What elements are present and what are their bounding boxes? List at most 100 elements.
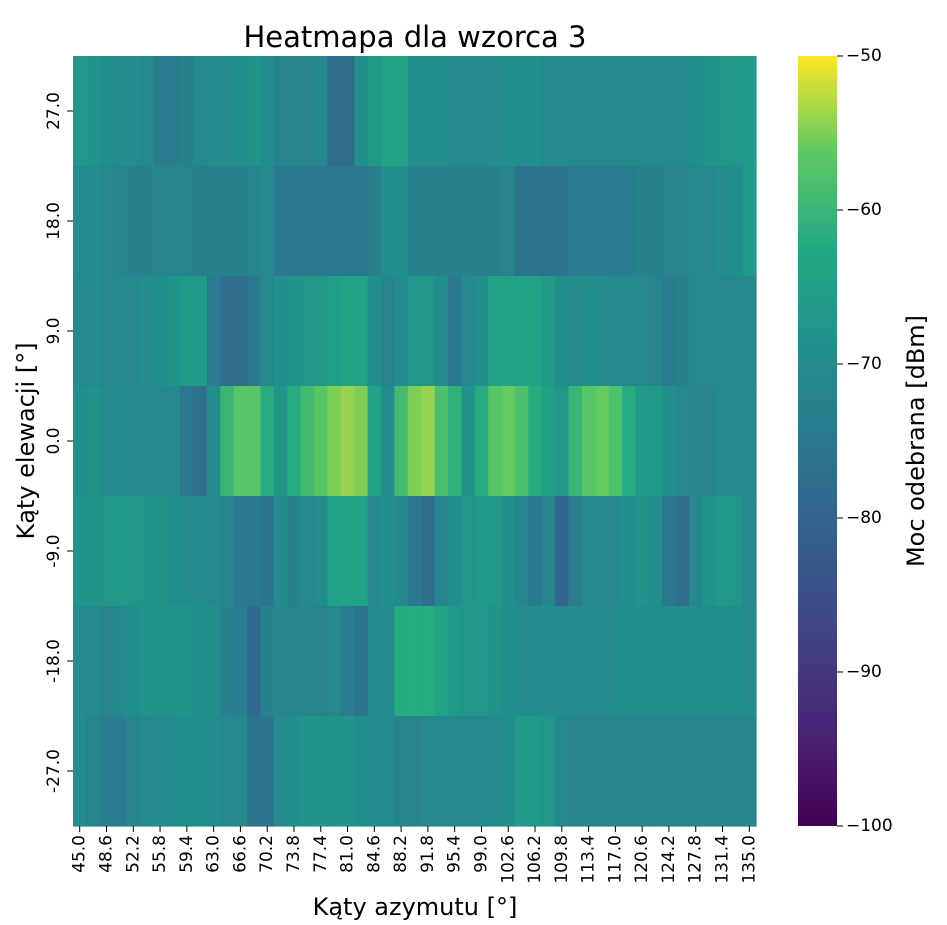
heatmap-cell [742,716,757,827]
heatmap-cell [99,56,114,167]
heatmap-cell [501,56,516,167]
heatmap-cell [501,606,516,717]
heatmap-cell [541,166,556,277]
heatmap-cell [340,56,355,167]
heatmap-cell [474,716,489,827]
x-axis-ticks: 45.0 48.6 52.2 55.8 59.4 63.0 66.6 70.2 73.8 77.4… [70,826,759,884]
x-tick-label: 135.0 [739,835,759,884]
heatmap-cell [447,606,462,717]
x-tick-label: 77.4 [311,835,331,873]
heatmap-cell [447,166,462,277]
heatmap-cell [595,166,610,277]
heatmap-cell [528,56,543,167]
heatmap-cell [327,716,342,827]
heatmap-cell [595,496,610,607]
heatmap-cell [287,496,302,607]
heatmap-cell [555,496,570,607]
heatmap-cell [541,276,556,387]
heatmap-cell [220,276,235,387]
y-tick-label: -9.0 [44,534,64,567]
heatmap-cell [675,386,690,497]
heatmap-cell [595,56,610,167]
heatmap-cell [273,386,288,497]
heatmap-cell [675,56,690,167]
heatmap-cell [394,276,409,387]
heatmap-cell [689,716,704,827]
heatmap-cell [354,276,369,387]
heatmap-cell [595,276,610,387]
heatmap-cell [635,386,650,497]
heatmap-cell [421,496,436,607]
heatmap-cell [327,56,342,167]
heatmap-cell [287,56,302,167]
heatmap-cell [595,716,610,827]
heatmap-cell [447,56,462,167]
heatmap-cell [139,496,154,607]
heatmap-cell [126,496,141,607]
heatmap-cell [367,716,382,827]
heatmap-cell [608,386,623,497]
heatmap-cell [421,56,436,167]
colorbar-tick-label: −60 [846,200,882,220]
heatmap-cell [715,606,730,717]
heatmap-cell [193,716,208,827]
heatmap-cell [742,386,757,497]
heatmap-cell [153,56,168,167]
y-tick-label: 9.0 [44,317,64,344]
x-tick-label: 131.4 [713,835,733,884]
heatmap-cell [233,276,248,387]
heatmap-cell [273,166,288,277]
heatmap-cell [233,496,248,607]
heatmap-cell [367,166,382,277]
heatmap-cell [314,496,329,607]
heatmap-cell [608,716,623,827]
heatmap-cell [73,276,87,387]
heatmap-cell [568,56,583,167]
heatmap-cell [729,276,744,387]
x-tick-label: 102.6 [498,835,518,884]
heatmap-cell [381,166,396,277]
heatmap-cell [675,716,690,827]
heatmap-cell [434,606,449,717]
heatmap-cell [206,606,221,717]
heatmap-cell [206,496,221,607]
x-tick-label: 81.0 [338,835,358,873]
heatmap-cell [434,386,449,497]
heatmap-cell [273,496,288,607]
heatmap-cell [193,386,208,497]
heatmap-cell [474,606,489,717]
heatmap-cell [233,606,248,717]
heatmap-cell [662,716,677,827]
heatmap-cell [474,56,489,167]
heatmap-cell [113,496,128,607]
heatmap-cell [260,496,275,607]
heatmap-cell [233,386,248,497]
heatmap-cell [153,276,168,387]
heatmap-cell [702,166,717,277]
heatmap-cell [447,716,462,827]
heatmap-cell [287,716,302,827]
heatmap-cell [153,606,168,717]
heatmap-cell [528,606,543,717]
heatmap-cell [126,606,141,717]
heatmap-cell [581,496,596,607]
heatmap-cell [327,496,342,607]
heatmap-cell [193,56,208,167]
heatmap-cell [568,386,583,497]
y-tick-label: -18.0 [44,639,64,683]
x-tick-label: 84.6 [364,835,384,873]
heatmap-cell [340,606,355,717]
heatmap-cell [635,716,650,827]
heatmap-cell [689,386,704,497]
heatmap-cell [689,56,704,167]
heatmap-cell [300,386,315,497]
heatmap-cell [367,276,382,387]
heatmap-cell [447,496,462,607]
heatmap-cell [675,166,690,277]
heatmap-cell [648,386,663,497]
heatmap-cell [622,606,637,717]
heatmap-cell [742,496,757,607]
heatmap-cell [300,276,315,387]
y-tick-label: -27.0 [44,749,64,793]
heatmap-cell [367,56,382,167]
